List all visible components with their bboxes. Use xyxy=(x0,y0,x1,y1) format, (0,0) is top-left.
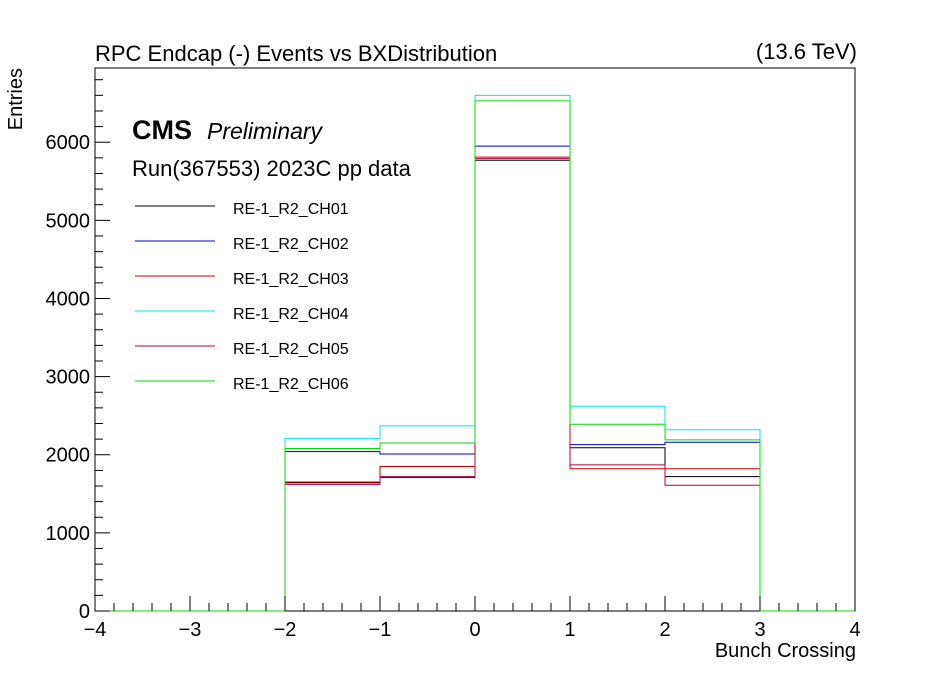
legend-label-re-1_r2_ch03: RE-1_R2_CH03 xyxy=(233,271,349,288)
energy-label: (13.6 TeV) xyxy=(756,39,857,64)
y-tick-label: 3000 xyxy=(46,367,91,389)
x-tick-label: 3 xyxy=(754,619,765,641)
series-re-1_r2_ch06 xyxy=(95,100,855,612)
y-axis-title: Entries xyxy=(5,68,27,130)
cms-preliminary-label: Preliminary xyxy=(207,118,324,144)
x-tick-label: −4 xyxy=(84,619,107,641)
legend-label-re-1_r2_ch06: RE-1_R2_CH06 xyxy=(233,376,349,393)
x-axis: −4 −3 −2 −1 0 1 2 3 4 xyxy=(84,596,861,641)
y-tick-label: 1000 xyxy=(46,523,91,545)
x-tick-label: −2 xyxy=(274,619,297,641)
y-tick-label: 2000 xyxy=(46,445,91,467)
x-tick-label: −3 xyxy=(179,619,202,641)
x-tick-label: 4 xyxy=(849,619,860,641)
legend-label-re-1_r2_ch04: RE-1_R2_CH04 xyxy=(233,306,349,323)
y-tick-label: 0 xyxy=(79,601,90,623)
x-axis-label: Bunch Crossing xyxy=(715,640,856,662)
x-tick-label: 0 xyxy=(469,619,480,641)
x-tick-label: 1 xyxy=(564,619,575,641)
histogram-series-group xyxy=(95,94,855,612)
y-tick-label: 6000 xyxy=(46,132,91,154)
cms-label: CMS xyxy=(132,115,192,145)
legend-label-re-1_r2_ch02: RE-1_R2_CH02 xyxy=(233,236,349,253)
x-tick-label: 2 xyxy=(659,619,670,641)
legend-label-re-1_r2_ch05: RE-1_R2_CH05 xyxy=(233,341,349,358)
legend: RE-1_R2_CH01 RE-1_R2_CH02 RE-1_R2_CH03 RE-1… xyxy=(135,201,349,393)
y-axis-label: Entries xyxy=(5,68,27,130)
chart-title: RPC Endcap (-) Events vs BXDistribution xyxy=(95,41,497,66)
y-axis: 0 1000 2000 3000 4000 5000 6000 xyxy=(46,79,110,623)
x-tick-label: −1 xyxy=(369,619,392,641)
run-label: Run(367553) 2023C pp data xyxy=(132,156,412,181)
y-tick-label: 5000 xyxy=(46,210,91,232)
header-labels: CMS Preliminary Run(367553) 2023C pp dat… xyxy=(132,115,412,181)
y-tick-label: 4000 xyxy=(46,288,91,310)
legend-label-re-1_r2_ch01: RE-1_R2_CH01 xyxy=(233,201,349,218)
